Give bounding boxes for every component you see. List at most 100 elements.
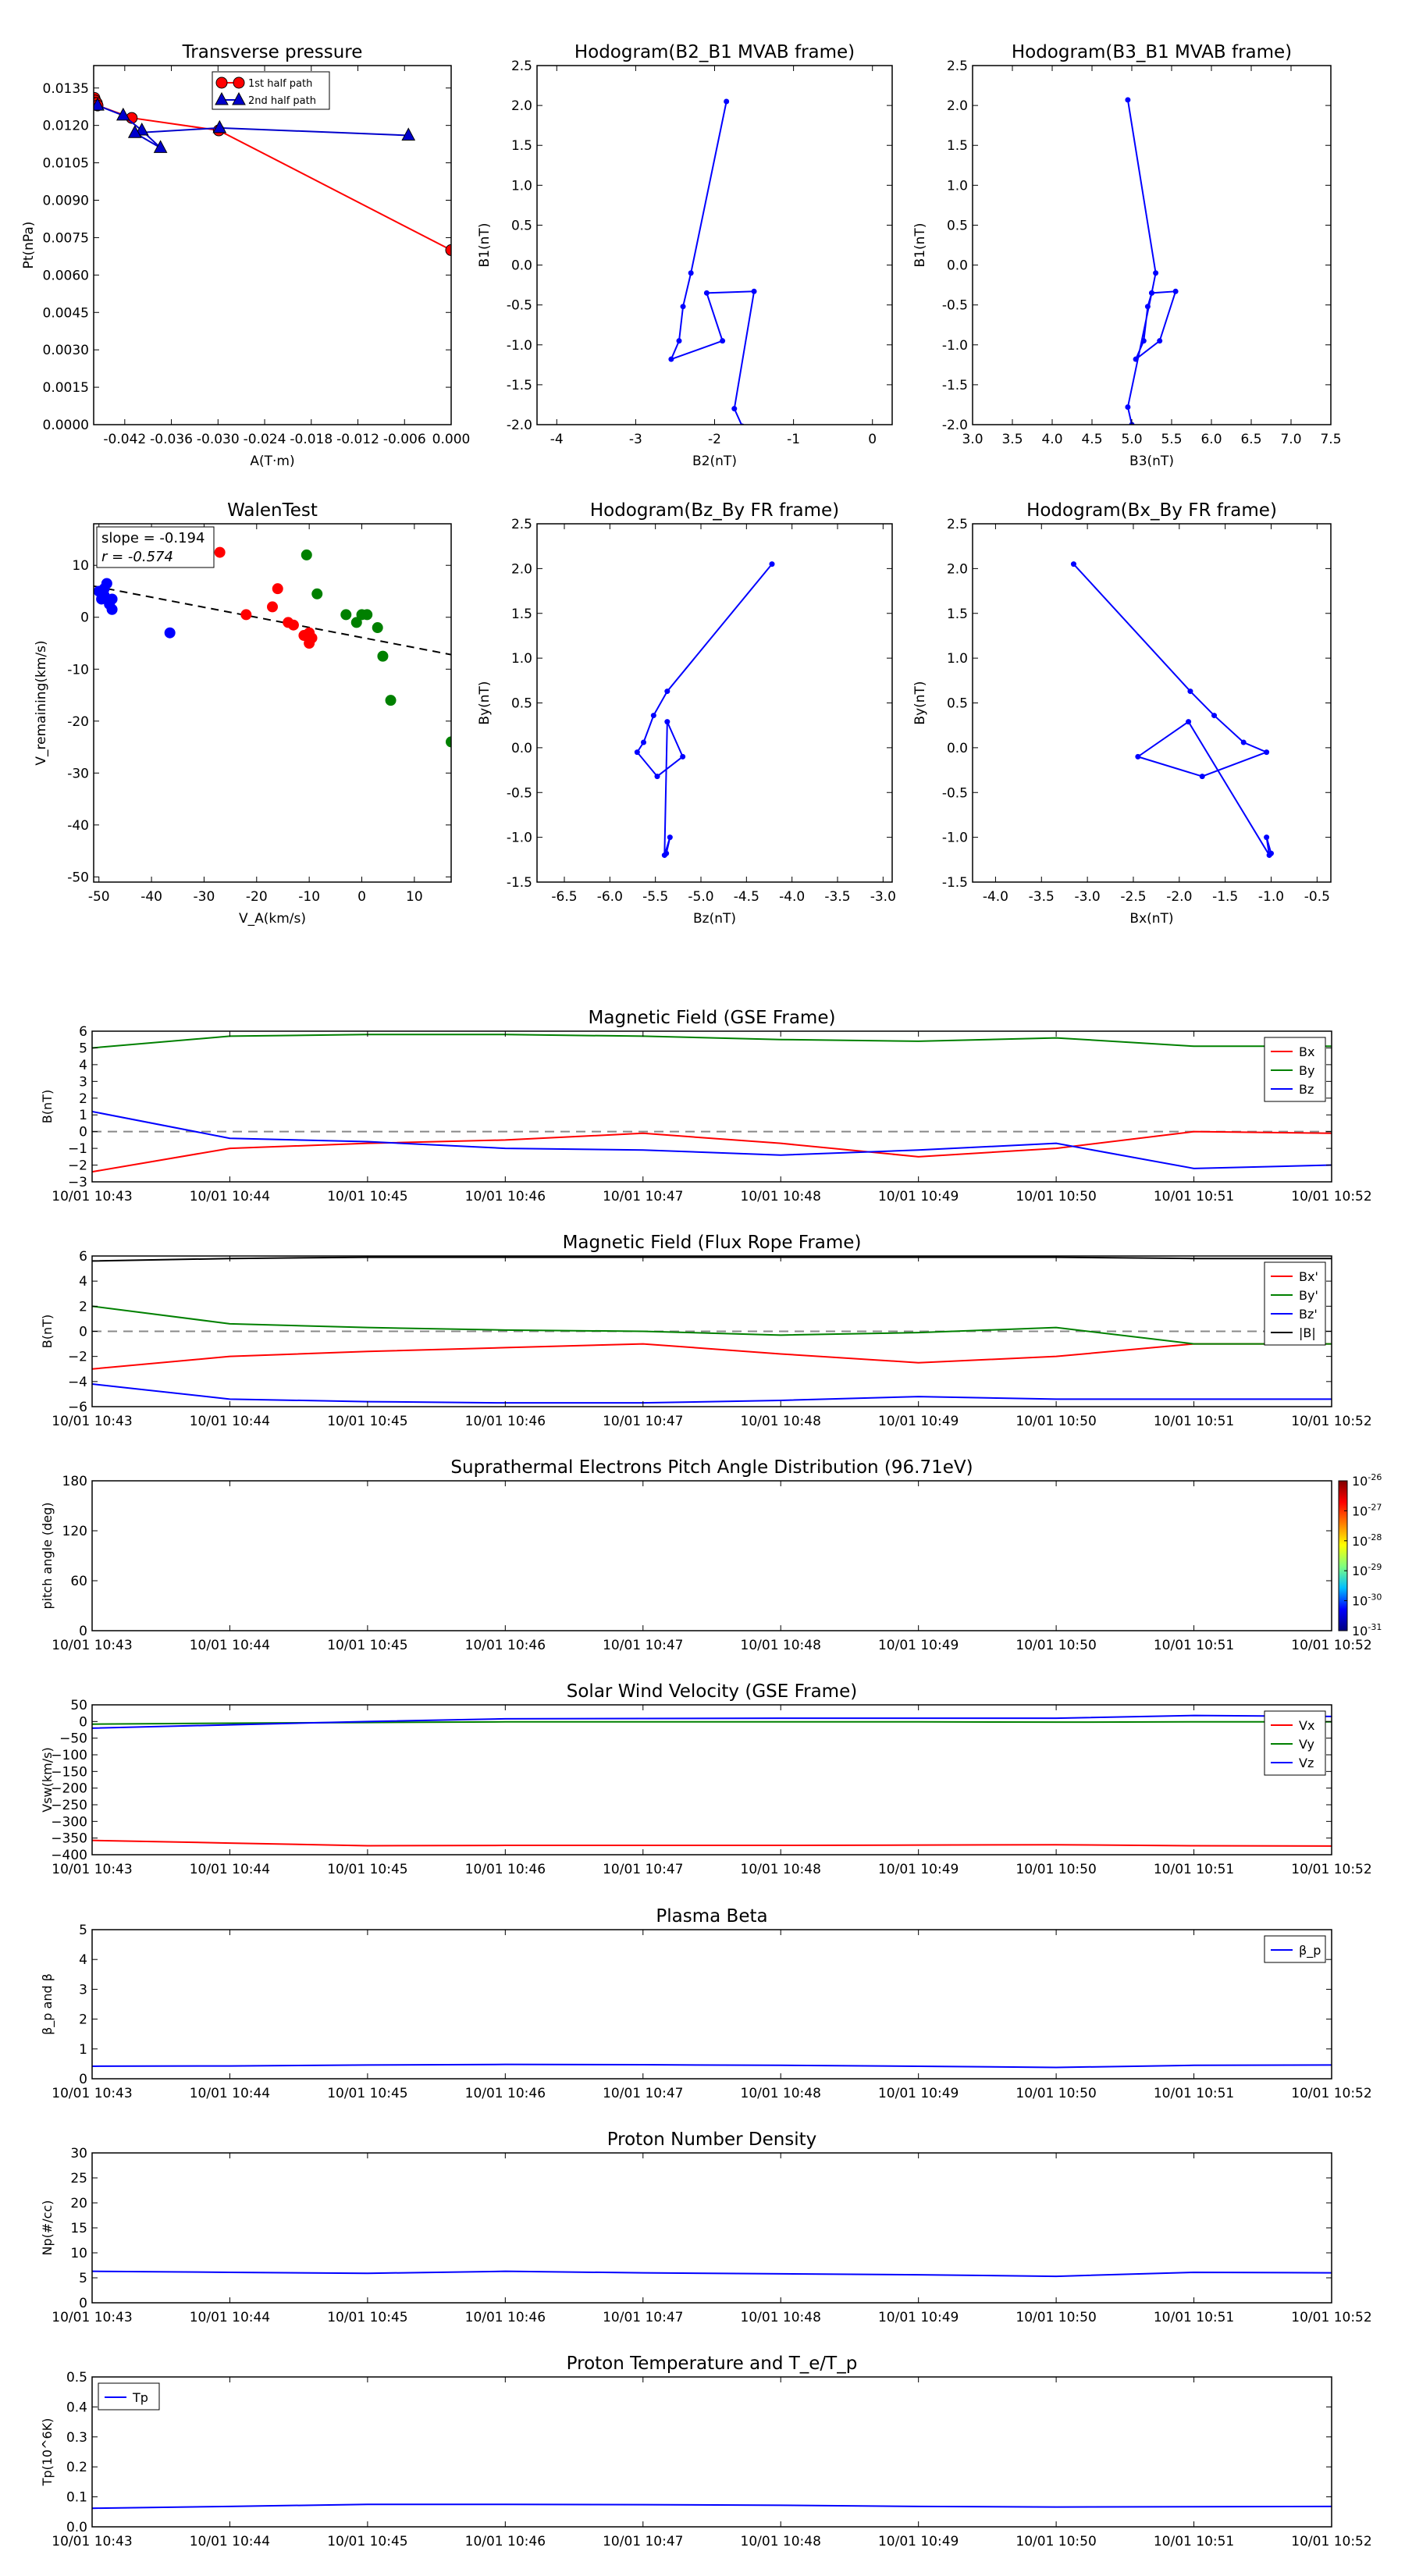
beta-series-line (91, 2063, 1332, 2069)
tp-title: Proton Temperature and T_e/T_p (567, 2354, 858, 2374)
walen-s2-point (377, 650, 389, 662)
hodo_b3b1-xtick-label: 6.0 (1200, 432, 1222, 447)
hodo_bxby-ytick-label: 2.5 (947, 517, 968, 532)
hodo_bxby-xtick-label: -1.5 (1212, 889, 1238, 905)
walen-ylabel: V_remaining(km/s) (34, 640, 49, 765)
pad-colorbar-label: 10-27 (1352, 1502, 1382, 1518)
transverse-legend-label: 2nd half path (248, 95, 316, 107)
hodo_bxby-ytick-label: 1.0 (947, 651, 968, 667)
mag_gse-ytick-label: −2 (68, 1158, 87, 1174)
hodo_bxby-s0-point (1199, 774, 1205, 780)
transverse-legend-point (233, 76, 245, 89)
mag_gse-legend-label: Bz (1299, 1082, 1314, 1097)
np-ytick-label: 20 (70, 2196, 87, 2211)
mag_fr-chart: −6 −4 −2 0 2 4 6 10/01 10:43 10/01 10:44 10/01 10… (40, 1233, 1372, 1429)
np-xtick-label: 10/01 10:52 (1291, 2310, 1371, 2325)
hodo_bzby-s0-point (634, 749, 640, 756)
pad-colorbar-label: 10-28 (1352, 1532, 1382, 1549)
transverse-ytick-label: 0.0045 (43, 305, 89, 321)
pad-xtick-label: 10/01 10:51 (1154, 1638, 1234, 1653)
mag_gse-series-line (91, 1110, 1332, 1169)
hodo_bzby-s0-point (663, 850, 670, 856)
transverse-series-line (97, 105, 409, 149)
np-ytick-label: 30 (70, 2146, 87, 2161)
hodo_bxby-ytick-label: 0.5 (947, 696, 968, 712)
pad-xtick-label: 10/01 10:45 (327, 1638, 407, 1653)
pad-xtick-label: 10/01 10:46 (465, 1638, 546, 1653)
transverse-legend-point (232, 91, 246, 105)
transverse-s1-point (401, 127, 416, 141)
vsw-xtick-label: 10/01 10:48 (741, 1862, 821, 1877)
mag_gse-ytick-label: 4 (79, 1058, 87, 1073)
walen-s2-point (311, 588, 323, 600)
mag_fr-xtick-label: 10/01 10:44 (190, 1414, 270, 1429)
walen-ytick-label: -10 (67, 662, 89, 678)
hodo_b2b1-s0-point (688, 270, 694, 276)
walen-plot-area (94, 546, 451, 748)
transverse-ytick-label: 0.0135 (43, 81, 89, 97)
hodo_bzby-ytick-label: 1.0 (511, 651, 532, 667)
pad-colorbar-label-base: 10 (1352, 1564, 1368, 1578)
vsw-legend-label: Vx (1299, 1718, 1314, 1733)
walen-ytick-label: 10 (72, 558, 89, 574)
pad-chart: 0 60 120 180 10/01 10:43 10/01 10:44 10/01 10:… (40, 1457, 1382, 1653)
vsw-xtick-label: 10/01 10:52 (1291, 1862, 1371, 1877)
hodo_bzby-xtick-label: -4.5 (734, 889, 759, 905)
tp-axes-frame (91, 2376, 1332, 2528)
hodo_bxby-s0-point (1264, 749, 1270, 756)
hodo_bxby-xtick-label: -3.0 (1075, 889, 1101, 905)
mag_gse-legend-label: By (1299, 1063, 1314, 1078)
walen-s0-point (106, 603, 118, 615)
vsw-series-line (91, 1839, 1332, 1847)
walen-xtick-label: -10 (298, 889, 320, 905)
hodo_b3b1-xtick-label: 3.0 (962, 432, 983, 447)
mag_fr-ytick-label: −4 (68, 1375, 87, 1390)
tp-xtick-label: 10/01 10:52 (1291, 2534, 1371, 2549)
tp-ytick-label: 0.4 (66, 2400, 87, 2415)
np-ytick-label: 15 (70, 2221, 87, 2236)
hodo_b3b1-s0-point (1149, 290, 1154, 296)
hodo_b2b1-chart: -2.0 -1.5 -1.0 -0.5 0.0 0.5 1.0 1.5 2.0 2.5 -4 -3 -2… (477, 42, 893, 469)
hodo_bxby-ytick-label: 2.0 (947, 561, 968, 577)
pad-ytick-label: 60 (70, 1574, 87, 1589)
hodo_bxby-series-line (1072, 563, 1272, 856)
mag_fr-xtick-label: 10/01 10:50 (1016, 1414, 1096, 1429)
beta-xtick-label: 10/01 10:47 (603, 2086, 683, 2101)
np-xtick-label: 10/01 10:48 (741, 2310, 821, 2325)
hodo_bxby-s0-point (1187, 688, 1193, 695)
beta-xtick-label: 10/01 10:49 (878, 2086, 959, 2101)
hodo_b3b1-s0-point (1140, 338, 1147, 344)
hodo_b2b1-ytick-label: 0.0 (511, 258, 532, 274)
hodo_bxby-xtick-label: -1.0 (1258, 889, 1284, 905)
walen-s0-point (164, 627, 176, 639)
np-ytick-label: 5 (79, 2271, 87, 2286)
vsw-ytick-label: −250 (51, 1798, 87, 1813)
transverse-s1-point (212, 119, 227, 133)
mag_fr-series-line (91, 1256, 1332, 1262)
mag_fr-xtick-label: 10/01 10:52 (1291, 1414, 1371, 1429)
transverse-ytick-label: 0.0120 (43, 119, 89, 134)
pad-colorbar-label-base: 10 (1352, 1624, 1368, 1638)
hodo_b3b1-ytick-label: 2.0 (947, 98, 968, 114)
transverse-ytick-label: 0.0075 (43, 230, 89, 246)
pad-ytick-label: 120 (62, 1524, 87, 1539)
beta-ytick-label: 5 (79, 1923, 87, 1938)
mag_fr-xtick-label: 10/01 10:51 (1154, 1414, 1234, 1429)
hodo_b3b1-s0-point (1125, 97, 1131, 103)
mag_gse-xtick-label: 10/01 10:47 (603, 1189, 683, 1204)
vsw-ytick-label: −100 (51, 1748, 87, 1763)
pad-axes-frame (91, 1480, 1332, 1631)
hodo_b3b1-ytick-label: -1.0 (942, 338, 968, 354)
hodo_b3b1-xtick-label: 4.0 (1041, 432, 1062, 447)
np-axes-frame (91, 2152, 1332, 2304)
mag_gse-xtick-label: 10/01 10:43 (52, 1189, 132, 1204)
transverse-chart: 0.0000 0.0015 0.0030 0.0045 0.0060 0.0075 0.00… (21, 42, 470, 469)
beta-ytick-label: 3 (79, 1982, 87, 1998)
transverse-xlabel: A(T·m) (250, 454, 294, 469)
hodo_bzby-axes-frame (536, 523, 893, 883)
walen-s2-point (446, 736, 451, 748)
transverse-xtick-label: 0.000 (432, 432, 471, 447)
transverse-title: Transverse pressure (182, 42, 363, 62)
hodo_bzby-ytick-label: 2.5 (511, 517, 532, 532)
